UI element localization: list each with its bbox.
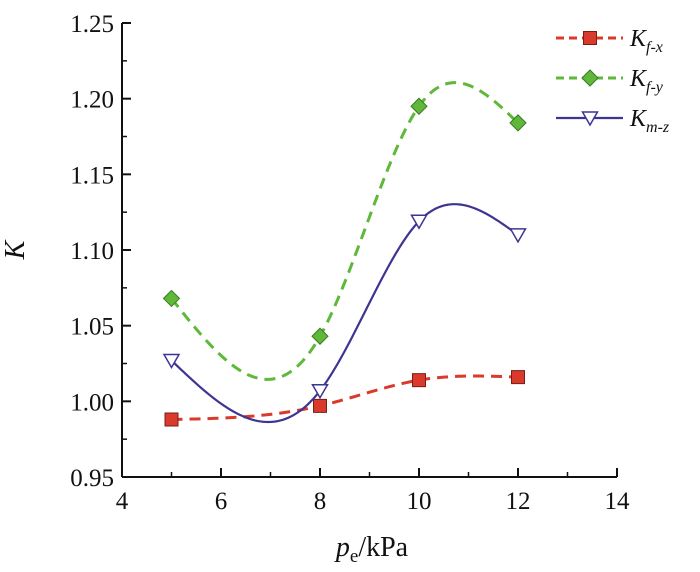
legend-label-sub: f-y (646, 79, 664, 96)
y-tick-label: 1.10 (70, 238, 114, 265)
x-tick-label: 8 (314, 488, 327, 515)
legend-item-f-y: Kf-y (556, 66, 664, 96)
series-f-y (162, 81, 527, 381)
data-point (311, 383, 329, 400)
data-point (581, 111, 599, 127)
x-tick-label: 4 (116, 488, 129, 515)
series-line-f-x (171, 374, 519, 421)
data-point (162, 353, 181, 369)
x-tick-label: 10 (407, 488, 432, 515)
axis-labels: K pe/kPa (0, 239, 409, 567)
legend-item-f-x: Kf-x (556, 26, 663, 56)
legend-label-sub: m-z (646, 119, 670, 136)
data-point (581, 69, 599, 87)
legend-item-m-z: Km-z (556, 106, 670, 136)
series-layer (162, 81, 527, 427)
series-f-x (164, 370, 525, 427)
data-point (583, 31, 597, 45)
legend: Kf-xKf-yKm-z (556, 26, 670, 136)
x-tick-label: 6 (215, 488, 228, 515)
y-tick-label: 1.20 (70, 87, 114, 114)
data-point (410, 214, 428, 230)
y-tick-label: 1.25 (70, 11, 114, 38)
data-point (410, 97, 428, 115)
y-tick-label: 1.00 (70, 389, 114, 416)
legend-label-main: K (629, 66, 648, 92)
x-axis-label-unit: /kPa (358, 532, 408, 563)
data-point (311, 327, 329, 345)
legend-label: Km-z (629, 106, 670, 136)
x-axis-label: pe/kPa (334, 532, 409, 567)
data-point (509, 114, 527, 132)
data-point (412, 373, 426, 388)
y-axis-label: K (0, 239, 31, 260)
series-line-f-y (170, 81, 520, 381)
x-axis-label-sub: e (350, 546, 358, 567)
plot-frame (121, 23, 617, 478)
axes: 4 6 8 10 12 14 0.95 1.00 1.05 1.10 1.15 1.20 1.25 (70, 11, 630, 515)
data-point (162, 289, 181, 308)
x-axis-label-main: p (334, 532, 350, 563)
legend-label-sub: f-x (646, 39, 663, 56)
x-tick-label: 14 (605, 488, 631, 515)
data-point (313, 398, 327, 413)
legend-label-main: K (629, 106, 648, 132)
legend-label: Kf-x (629, 26, 663, 56)
legend-label-main: K (629, 26, 648, 52)
legend-label: Kf-y (629, 66, 664, 96)
x-tick-label: 12 (506, 488, 531, 515)
series-m-z (162, 203, 527, 424)
y-tick-label: 1.15 (70, 162, 114, 189)
data-point (509, 228, 527, 244)
series-line-m-z (170, 203, 519, 424)
data-point (511, 370, 525, 385)
y-tick-label: 0.95 (70, 465, 114, 492)
y-tick-label: 1.05 (70, 314, 114, 341)
data-point (164, 412, 179, 427)
